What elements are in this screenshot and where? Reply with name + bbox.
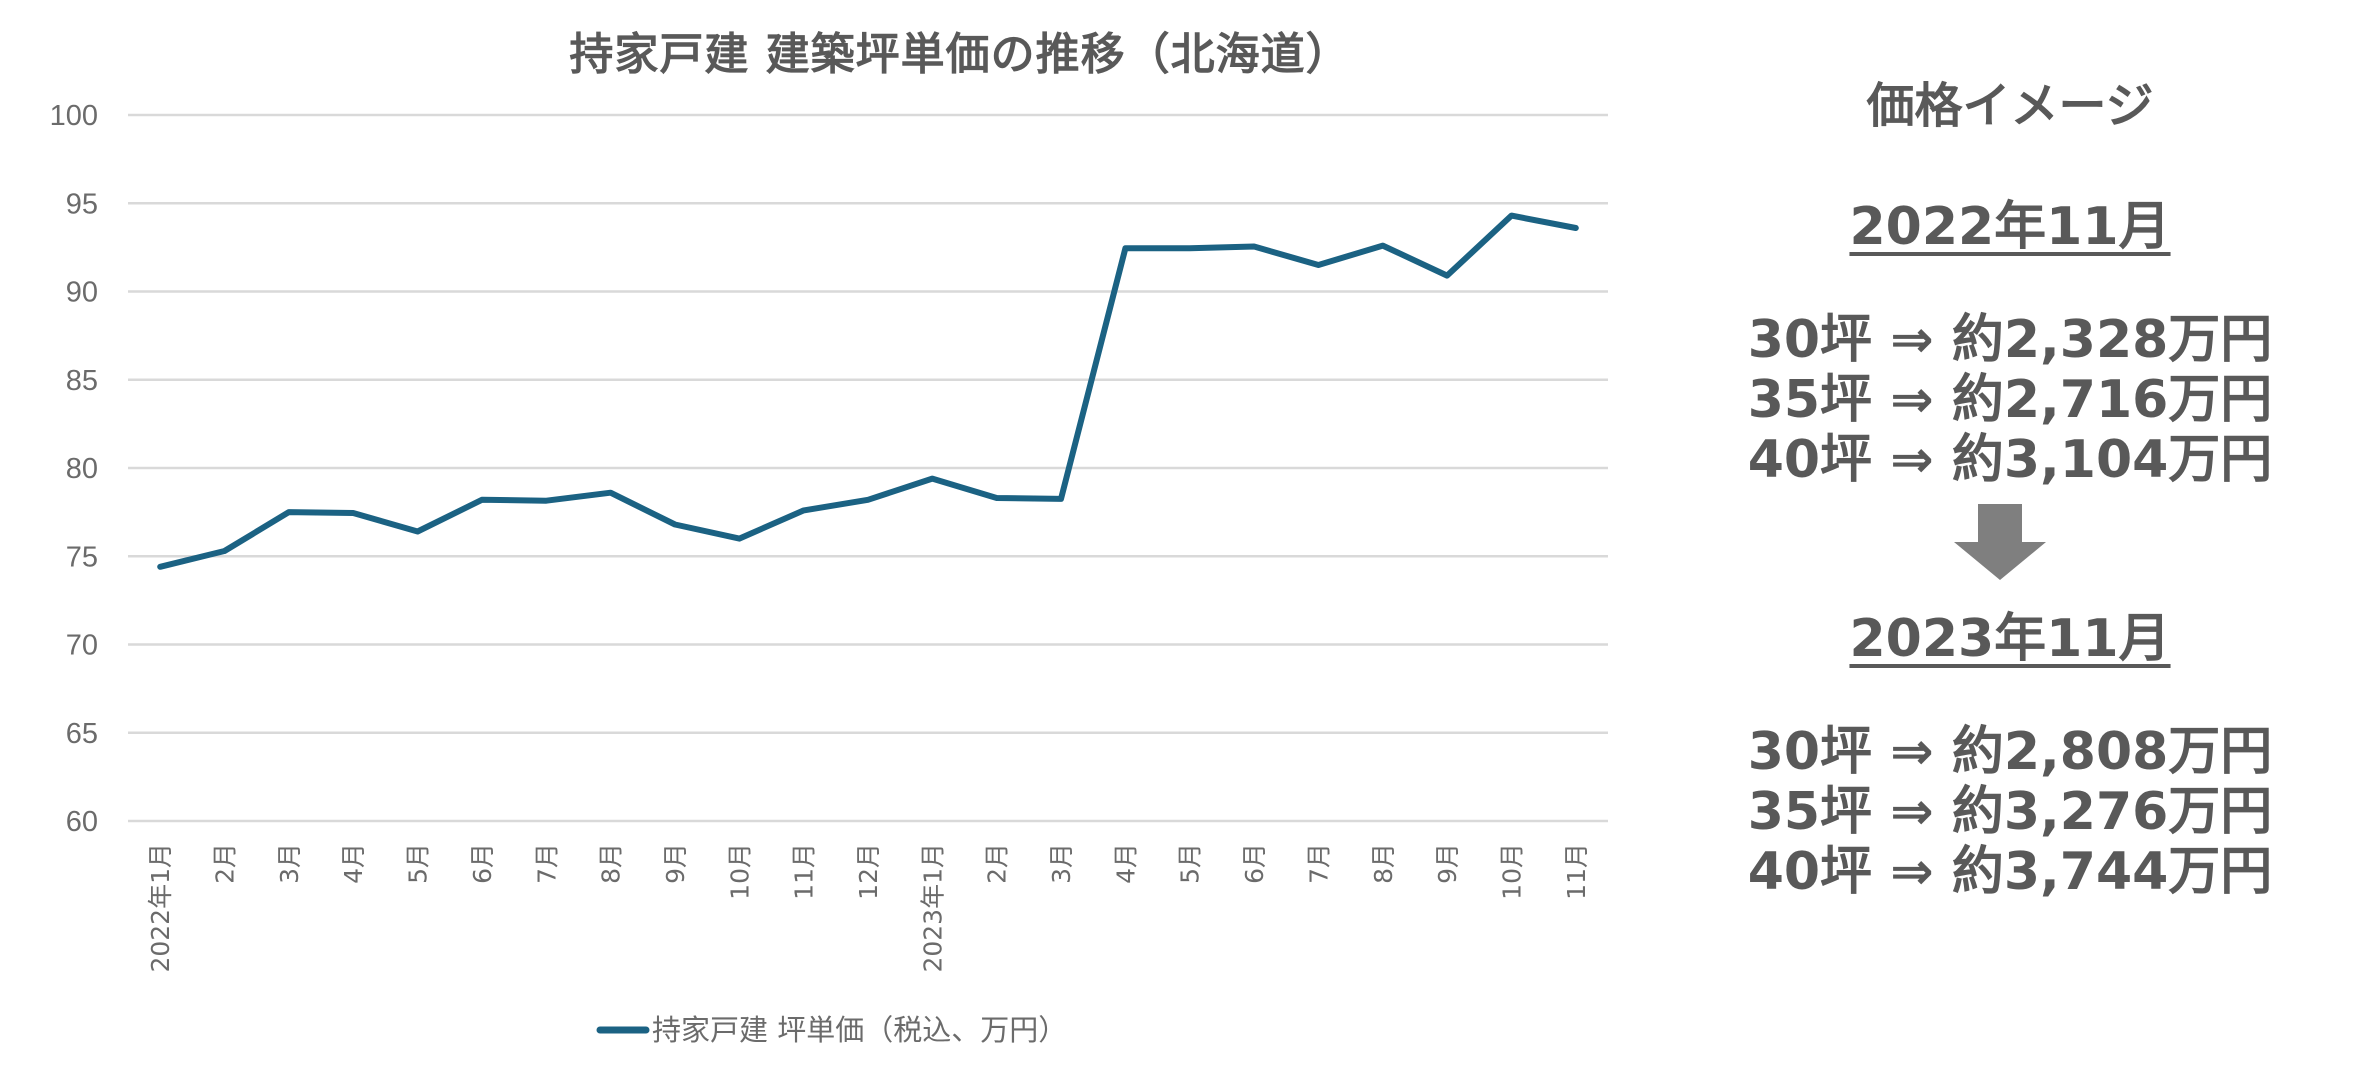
- x-tick-label: 3月: [275, 843, 304, 884]
- x-tick-label: 12月: [854, 843, 883, 900]
- legend-label: 持家戸建 坪単価（税込、万円）: [652, 1013, 1067, 1047]
- x-tick-label: 7月: [532, 843, 561, 884]
- price-before-35: 35坪 ⇒ 約2,716万円: [1747, 370, 2273, 430]
- arrow-container: [1720, 490, 2300, 600]
- x-tick-label: 10月: [725, 843, 754, 900]
- x-axis-ticks: 2022年1月 2月 3月 4月 5月 6月 7月 8月 9月 10月 11月 12月 2023年1月 2…: [146, 843, 1591, 973]
- price-before-30: 30坪 ⇒ 約2,328万円: [1747, 310, 2273, 370]
- down-arrow-icon: [1954, 504, 2046, 580]
- y-axis-ticks: 60 65 70 75 80 85 90 95 100: [50, 100, 98, 838]
- x-tick-label: 5月: [404, 843, 433, 884]
- x-tick-label: 2022年1月: [146, 843, 175, 973]
- gridlines: [128, 113, 1608, 823]
- price-before-40: 40坪 ⇒ 約3,104万円: [1747, 430, 2273, 490]
- x-tick-label: 4月: [339, 843, 368, 884]
- period-before: 2022年11月: [1849, 197, 2171, 257]
- y-tick-label: 100: [50, 100, 98, 132]
- x-tick-label: 2023年1月: [918, 843, 947, 973]
- line-chart: 60 65 70 75 80 85 90 95 100 2022年1月 2月 3月 4月 5月 6月 7月 8…: [50, 100, 1608, 1047]
- x-tick-label: 9月: [1433, 843, 1462, 884]
- price-after-35: 35坪 ⇒ 約3,276万円: [1747, 782, 2273, 842]
- y-tick-label: 75: [66, 541, 98, 573]
- x-tick-label: 11月: [1562, 843, 1591, 900]
- x-tick-label: 11月: [790, 843, 819, 900]
- x-tick-label: 6月: [1240, 843, 1269, 884]
- price-after-40: 40坪 ⇒ 約3,744万円: [1747, 842, 2273, 902]
- period-after: 2023年11月: [1849, 609, 2171, 669]
- x-tick-label: 2月: [211, 843, 240, 884]
- x-tick-label: 3月: [1047, 843, 1076, 884]
- x-tick-label: 7月: [1304, 843, 1333, 884]
- x-tick-label: 4月: [1111, 843, 1140, 884]
- y-tick-label: 80: [66, 453, 98, 485]
- x-tick-label: 8月: [1369, 843, 1398, 884]
- legend: 持家戸建 坪単価（税込、万円）: [596, 1013, 1067, 1047]
- price-after-30: 30坪 ⇒ 約2,808万円: [1747, 722, 2273, 782]
- x-tick-label: 6月: [468, 843, 497, 884]
- y-tick-label: 70: [66, 630, 98, 662]
- y-tick-label: 90: [66, 277, 98, 309]
- x-tick-label: 10月: [1497, 843, 1526, 900]
- y-tick-label: 60: [66, 806, 98, 838]
- panel-heading: 価格イメージ: [1866, 78, 2154, 134]
- series-line: [157, 212, 1579, 570]
- x-tick-label: 9月: [661, 843, 690, 884]
- y-tick-label: 65: [66, 718, 98, 750]
- chart-title: 持家戸建 建築坪単価の推移（北海道）: [569, 29, 1351, 80]
- x-tick-label: 5月: [1176, 843, 1205, 884]
- y-tick-label: 95: [66, 188, 98, 220]
- x-tick-label: 2月: [983, 843, 1012, 884]
- price-image-panel: 価格イメージ 2022年11月 30坪 ⇒ 約2,328万円 35坪 ⇒ 約2,…: [1720, 70, 2300, 902]
- y-tick-label: 85: [66, 365, 98, 397]
- x-tick-label: 8月: [597, 843, 626, 884]
